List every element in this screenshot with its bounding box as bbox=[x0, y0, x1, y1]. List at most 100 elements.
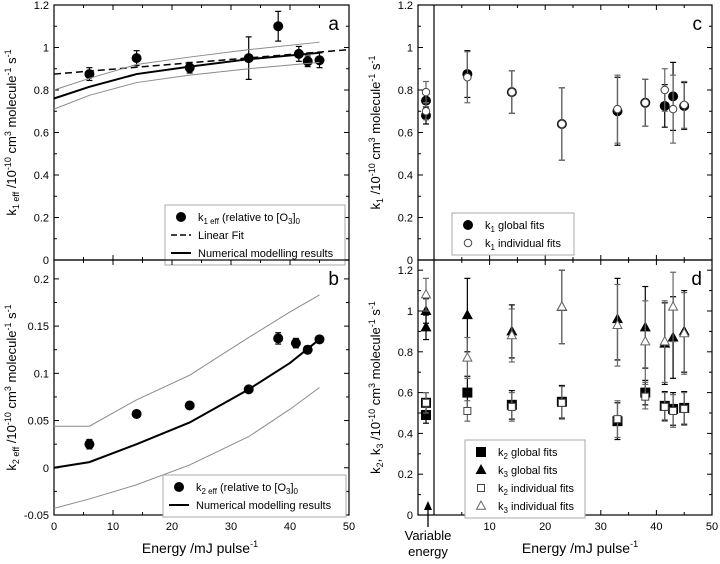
series-k1-global-fits bbox=[462, 50, 690, 161]
y-axis-label-a: k1 eff /10-10 cm3 molecule-1 s-1 bbox=[3, 49, 21, 215]
variable-energy-label-line2: energy bbox=[408, 544, 448, 559]
data-point bbox=[462, 387, 473, 398]
data-point bbox=[84, 439, 95, 450]
data-point bbox=[678, 327, 690, 338]
series-variable-energy-strip-open bbox=[420, 277, 432, 312]
x-tick-label: 40 bbox=[284, 521, 296, 533]
data-point bbox=[273, 21, 284, 32]
legend-marker bbox=[174, 482, 184, 492]
y-tick-label: 0.6 bbox=[34, 128, 49, 140]
series-numerical-modelling-results bbox=[53, 338, 321, 469]
data-point bbox=[421, 107, 431, 116]
data-point bbox=[660, 85, 669, 95]
data-point bbox=[659, 335, 671, 346]
legend-label: Linear Fit bbox=[198, 230, 244, 242]
legend-label: Numerical modelling results bbox=[198, 248, 334, 260]
legend-b: k2 eff (relative to [O3]0 Numerical model… bbox=[162, 474, 347, 518]
data-point bbox=[422, 398, 430, 407]
series-variable-energy-k1-individual bbox=[421, 80, 431, 121]
panel-d: 0 0.2 0.4 0.6 0.8 1 1.2 10 20 30 40 50 d k2, k3 /10-1… bbox=[367, 259, 718, 533]
legend-marker bbox=[463, 220, 473, 230]
legend-label: Numerical modelling results bbox=[196, 500, 332, 512]
series-line bbox=[53, 41, 320, 91]
x-tick-label: 0 bbox=[51, 521, 57, 533]
panel-letter-c: c bbox=[693, 14, 703, 35]
y-tick-label: 0.6 bbox=[398, 128, 413, 140]
legend-marker bbox=[476, 447, 486, 457]
y-tick-label: 0.2 bbox=[34, 274, 49, 286]
y-tick-label: 0 bbox=[407, 510, 413, 522]
x-tick-label: 20 bbox=[539, 521, 551, 533]
x-axis-label-right: Energy /mJ pulse-1 bbox=[522, 539, 638, 556]
data-point bbox=[462, 351, 473, 362]
y-tick-label: 0.8 bbox=[398, 85, 413, 97]
data-point bbox=[184, 400, 195, 411]
data-point bbox=[507, 87, 517, 97]
panel-letter-d: d bbox=[691, 269, 702, 290]
y-tick-label: 0 bbox=[407, 255, 413, 267]
series-numerical-modelling-results bbox=[53, 51, 320, 100]
data-point bbox=[612, 319, 623, 330]
x-tick-label: 50 bbox=[706, 521, 718, 533]
data-point bbox=[680, 404, 689, 413]
data-point bbox=[613, 415, 622, 424]
data-point bbox=[641, 392, 650, 401]
legend-label: k3 global fits bbox=[498, 465, 558, 479]
legend-marker bbox=[176, 212, 186, 222]
legend-label: k2 individual fits bbox=[498, 483, 574, 497]
y-tick-label: 0.15 bbox=[28, 321, 49, 333]
y-tick-label: 0.6 bbox=[398, 388, 413, 400]
x-tick-label: 30 bbox=[595, 521, 607, 533]
variable-energy-label-line1: Variable bbox=[405, 528, 452, 543]
data-point bbox=[669, 406, 678, 415]
series-line bbox=[53, 387, 320, 509]
data-point bbox=[556, 300, 568, 311]
series-upper-bound bbox=[54, 294, 320, 427]
data-point bbox=[131, 408, 142, 419]
legend-marker bbox=[477, 484, 485, 492]
data-point bbox=[302, 56, 313, 67]
y-tick-label: 0.4 bbox=[34, 170, 49, 182]
data-point bbox=[463, 73, 472, 82]
legend-marker bbox=[475, 499, 487, 510]
legend-label: k2 eff (relative to [O3]0 bbox=[196, 482, 299, 496]
legend-label: k2 global fits bbox=[498, 447, 558, 461]
data-point bbox=[184, 62, 195, 73]
y-tick-label: 0.2 bbox=[398, 469, 413, 481]
panel-letter-a: a bbox=[328, 14, 339, 35]
variable-energy-arrow bbox=[424, 501, 432, 527]
series-lower-bound bbox=[53, 387, 320, 509]
series-k2-eff-relative-to-o3-0- bbox=[84, 332, 325, 450]
x-tick-label: 20 bbox=[166, 521, 178, 533]
y-tick-label: -0.05 bbox=[24, 510, 49, 522]
data-point bbox=[420, 321, 432, 332]
y-tick-label: 0.05 bbox=[28, 416, 49, 428]
series-line bbox=[53, 61, 320, 110]
series-lower-bound bbox=[53, 61, 320, 110]
legend-a: k1 eff (relative to [O3]0 Linear Fit Numer… bbox=[164, 204, 346, 266]
data-point bbox=[557, 398, 566, 407]
legend-box bbox=[162, 474, 347, 518]
data-point bbox=[420, 288, 432, 299]
data-point bbox=[421, 87, 431, 97]
legend-marker bbox=[463, 238, 473, 248]
series-variable-energy-strip-open-sq bbox=[422, 392, 430, 414]
data-point bbox=[506, 329, 518, 340]
data-point bbox=[641, 98, 650, 107]
series-k2-global-fits bbox=[462, 375, 690, 441]
y-tick-label: 0 bbox=[43, 463, 49, 475]
data-point bbox=[507, 402, 516, 411]
y-axis-label-c: k1 /10-10 cm3 molecule-1 s-1 bbox=[367, 56, 385, 210]
legend-d: k2 global fits k3 global fits k2 individua… bbox=[464, 439, 586, 519]
data-point bbox=[660, 402, 669, 411]
data-point bbox=[639, 335, 651, 346]
y-tick-label: 1 bbox=[43, 43, 49, 55]
series-upper-bound bbox=[53, 41, 320, 91]
data-point bbox=[314, 55, 325, 66]
y-tick-label: 0.8 bbox=[34, 85, 49, 97]
y-tick-label: 1.2 bbox=[34, 0, 49, 12]
series-k1-individual-fits bbox=[463, 51, 689, 161]
data-point bbox=[463, 406, 472, 415]
series-line bbox=[54, 294, 320, 427]
legend-box bbox=[451, 212, 575, 256]
